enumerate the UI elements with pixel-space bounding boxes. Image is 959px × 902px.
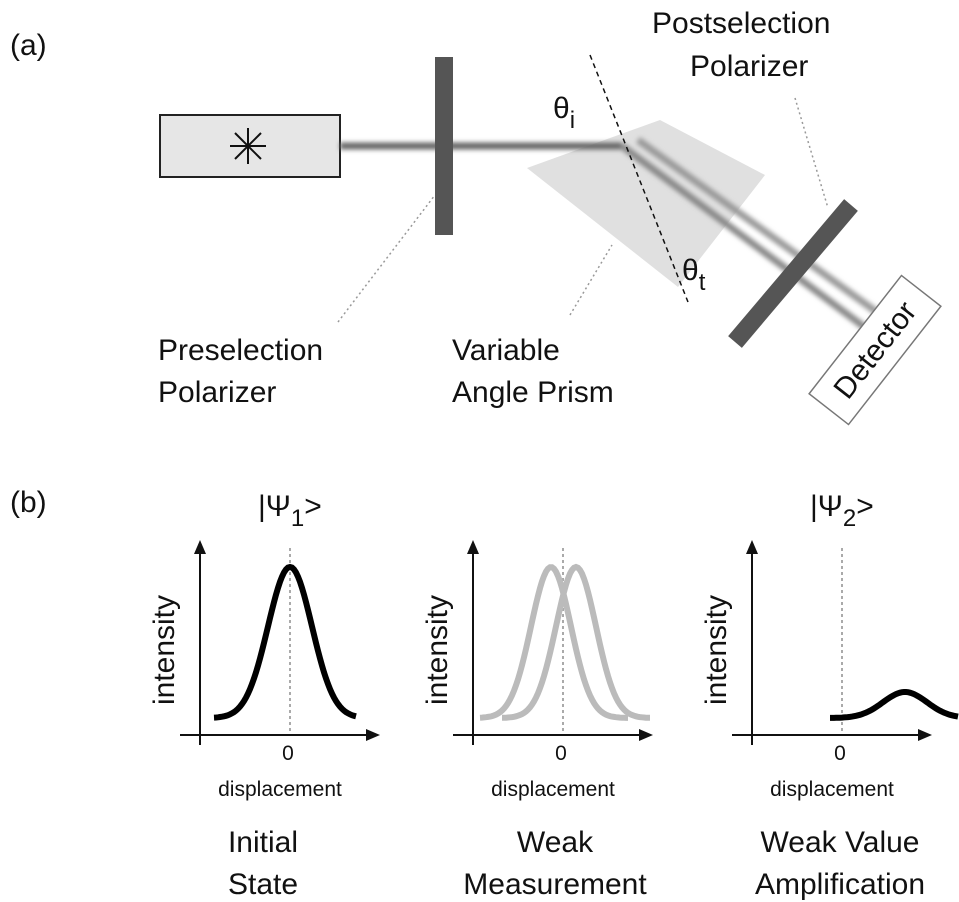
state-prefix: |Ψ [810,490,843,523]
component-label: Variable [452,334,560,367]
x-arrow [639,729,653,741]
light-source [159,114,341,178]
panel-label: (a) [10,29,47,62]
y-arrow [194,540,206,554]
x-arrow [918,729,932,741]
component-label: Angle Prism [452,376,614,409]
state-suffix: > [304,490,322,523]
leader-lines [337,97,829,323]
caption: Measurement [463,868,647,901]
state-suffix: > [856,490,874,523]
y-arrow [746,540,758,554]
curve [479,564,628,721]
postselection-polarizer [728,199,858,348]
plot: intensity 0 displacement Weak Measurement [421,540,653,901]
state-label: |Ψ2> [810,490,874,532]
theta-t: θt [682,254,706,296]
x-tick-label: 0 [555,742,567,765]
state-sub: 2 [843,505,856,532]
preselection-polarizer [435,57,453,235]
component-label: Polarizer [158,376,276,409]
x-tick-label: 0 [834,742,846,765]
component-label: Preselection [158,334,323,367]
curve [213,563,357,721]
plots: intensity0displacementInitialState|Ψ1>in… [148,490,959,901]
state-prefix: |Ψ [258,490,291,523]
theta-i: θi [553,92,575,134]
panel-label: (b) [10,486,47,519]
y-arrow [467,540,479,554]
y-axis-label: intensity [421,595,454,705]
component-label: Postselection [652,7,830,40]
component-label: Polarizer [690,50,808,83]
source-star [230,128,266,164]
y-axis-label: intensity [700,595,733,705]
state-sub: 1 [291,505,304,532]
x-arrow [366,729,380,741]
curve [502,563,650,721]
caption: Weak [517,826,594,859]
y-axis-label: intensity [148,595,181,705]
state-label: |Ψ1> [258,490,322,532]
plot: intensity 0 displacement Weak Value Amplific… [700,490,959,901]
curve [830,689,959,721]
x-tick-label: 0 [282,742,294,765]
plot: intensity 0 displacement Initial State |Ψ1> [148,490,380,901]
detector-box [808,274,942,426]
x-axis-label: displacement [218,778,342,801]
x-axis-label: displacement [491,778,615,801]
beam [340,137,888,338]
caption: Initial [228,826,298,859]
caption: Amplification [755,868,925,901]
prism [527,120,765,287]
caption: Weak Value [761,826,920,859]
caption: State [228,868,298,901]
x-axis-label: displacement [770,778,894,801]
